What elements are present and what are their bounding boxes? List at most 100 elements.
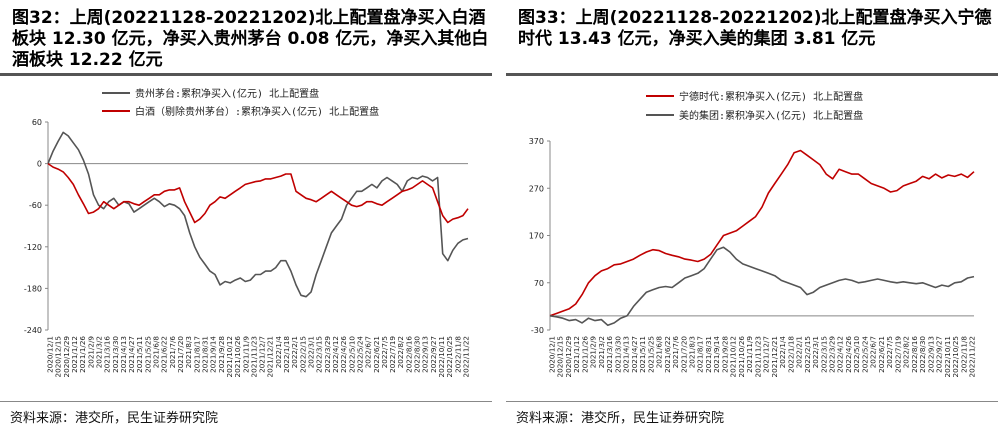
x-tick-label: 2021/9/28 [720, 336, 729, 373]
x-tick-label: 2022/7/5 [885, 336, 894, 368]
x-tick-label: 2022/9/13 [421, 336, 430, 373]
x-tick-label: 2022/5/10 [852, 336, 861, 373]
x-tick-label: 2022/6/7 [364, 336, 373, 368]
x-tick-label: 2022/10/25 [445, 336, 454, 377]
x-tick-label: 2021/11/9 [241, 336, 250, 373]
source-note: 资料来源：港交所，民生证券研究院 [516, 411, 725, 426]
x-tick-label: 2020/12/15 [54, 336, 63, 377]
series-line-1 [549, 246, 975, 327]
y-tick-label: 270 [529, 184, 544, 193]
x-tick-label: 2021/5/11 [638, 336, 647, 373]
x-tick-label: 2022/10/25 [951, 336, 960, 377]
x-tick-label: 2020/12/29 [62, 336, 71, 378]
source-divider [0, 401, 492, 402]
x-tick-label: 2022/2/15 [803, 336, 812, 373]
x-tick-label: 2022/7/19 [893, 336, 902, 373]
x-tick-label: 2022/8/16 [404, 336, 413, 373]
x-tick-label: 2021/6/22 [160, 336, 169, 373]
x-tick-label: 2022/5/24 [355, 336, 364, 373]
x-tick-label: 2021/3/16 [103, 336, 112, 373]
x-tick-label: 2021/6/8 [655, 336, 664, 369]
chart-title: 图33：上周(20221128-20221202)北上配置盘净买入宁德时代 13… [518, 8, 992, 49]
x-tick-label: 2022/6/21 [877, 336, 886, 373]
legend-label-1: 白酒（剔除贵州茅台）:累积净买入(亿元) 北上配置盘 [135, 105, 379, 118]
x-tick-label: 2021/11/9 [745, 336, 754, 373]
x-tick-label: 2022/11/22 [462, 336, 471, 377]
x-tick-label: 2021/10/12 [729, 336, 738, 377]
x-tick-label: 2021/7/20 [679, 336, 688, 373]
series-line-0 [549, 149, 975, 317]
source-divider [506, 401, 998, 402]
x-tick-label: 2022/7/5 [380, 336, 389, 368]
x-tick-label: 2021/12/21 [770, 336, 779, 377]
x-tick-label: 2021/4/13 [622, 336, 631, 373]
x-tick-label: 2022/8/2 [902, 336, 911, 368]
x-tick-label: 2021/9/28 [217, 336, 226, 373]
x-tick-label: 2022/5/24 [860, 336, 869, 373]
x-tick-label: 2021/3/2 [597, 336, 606, 368]
x-tick-label: 2021/11/23 [753, 336, 762, 377]
x-tick-label: 2022/7/19 [388, 336, 397, 373]
x-tick-label: 2021/3/30 [111, 336, 120, 373]
x-tick-label: 2021/8/3 [184, 336, 193, 368]
x-tick-label: 2020/12/15 [556, 336, 565, 377]
x-tick-label: 2022/6/7 [869, 336, 878, 368]
x-tick-label: 2022/8/30 [918, 336, 927, 373]
x-tick-label: 2022/10/11 [943, 336, 952, 377]
x-tick-label: 2022/4/26 [339, 336, 348, 373]
series-line-0 [47, 131, 469, 298]
chart-panel-left: 图32：上周(20221128-20221202)北上配置盘净买入白酒板块 12… [0, 0, 497, 430]
x-tick-label: 2021/9/14 [712, 336, 721, 373]
x-tick-label: 2021/11/23 [249, 336, 258, 377]
x-tick-label: 2022/1/4 [778, 336, 787, 369]
x-tick-label: 2021/5/25 [143, 336, 152, 373]
x-tick-label: 2022/3/15 [819, 336, 828, 373]
x-tick-label: 2022/3/29 [828, 336, 837, 373]
x-tick-label: 2022/3/29 [323, 336, 332, 373]
x-tick-label: 2021/1/12 [572, 336, 581, 373]
x-tick-label: 2021/8/17 [192, 336, 201, 373]
x-tick-label: 2022/3/15 [315, 336, 324, 373]
x-tick-label: 2022/2/1 [290, 336, 299, 368]
title-divider [0, 73, 492, 76]
x-tick-label: 2021/10/12 [225, 336, 234, 377]
x-tick-label: 2021/6/8 [152, 336, 161, 369]
x-tick-label: 2021/12/7 [762, 336, 771, 373]
x-tick-label: 2021/1/12 [70, 336, 79, 373]
x-tick-label: 2021/2/9 [589, 336, 598, 369]
x-tick-label: 2021/7/6 [671, 336, 680, 369]
x-tick-label: 2022/4/26 [844, 336, 853, 373]
y-tick-label: -180 [24, 284, 42, 293]
x-tick-label: 2022/11/8 [453, 336, 462, 373]
x-tick-label: 2021/5/25 [646, 336, 655, 373]
chart-panel-right: 图33：上周(20221128-20221202)北上配置盘净买入宁德时代 13… [506, 0, 1003, 430]
x-tick-label: 2021/7/20 [176, 336, 185, 373]
x-tick-label: 2022/3/1 [307, 336, 316, 368]
legend-label-1: 美的集团:累积净买入(亿元) 北上配置盘 [679, 109, 863, 122]
chart-title: 图32：上周(20221128-20221202)北上配置盘净买入白酒板块 12… [12, 8, 489, 70]
title-divider [506, 73, 998, 76]
x-tick-label: 2022/1/18 [282, 336, 291, 373]
x-tick-label: 2021/1/26 [78, 336, 87, 373]
y-tick-label: -120 [24, 243, 42, 252]
x-tick-label: 2022/9/27 [935, 336, 944, 373]
x-tick-label: 2022/10/11 [437, 336, 446, 377]
x-tick-label: 2022/8/16 [910, 336, 919, 373]
x-tick-label: 2021/4/27 [127, 336, 136, 373]
y-tick-label: 60 [32, 118, 42, 127]
x-tick-label: 2022/11/22 [968, 336, 977, 377]
x-tick-label: 2022/4/12 [331, 336, 340, 373]
x-tick-label: 2022/11/8 [959, 336, 968, 373]
x-tick-label: 2021/12/7 [258, 336, 267, 373]
x-tick-label: 2022/9/27 [429, 336, 438, 373]
x-tick-label: 2020/12/29 [564, 336, 573, 378]
y-tick-label: -30 [531, 326, 544, 335]
x-tick-label: 2021/8/17 [696, 336, 705, 373]
x-tick-label: 2021/3/30 [613, 336, 622, 373]
y-tick-label: 370 [529, 137, 544, 146]
line-chart-catl-midea: 370 270 170 70 -30 2020/12/1 2020/12/15 2020/12… [529, 90, 977, 378]
x-tick-label: 2022/2/1 [795, 336, 804, 368]
series-line-1 [47, 162, 469, 224]
x-tick-label: 2022/1/4 [274, 336, 283, 369]
